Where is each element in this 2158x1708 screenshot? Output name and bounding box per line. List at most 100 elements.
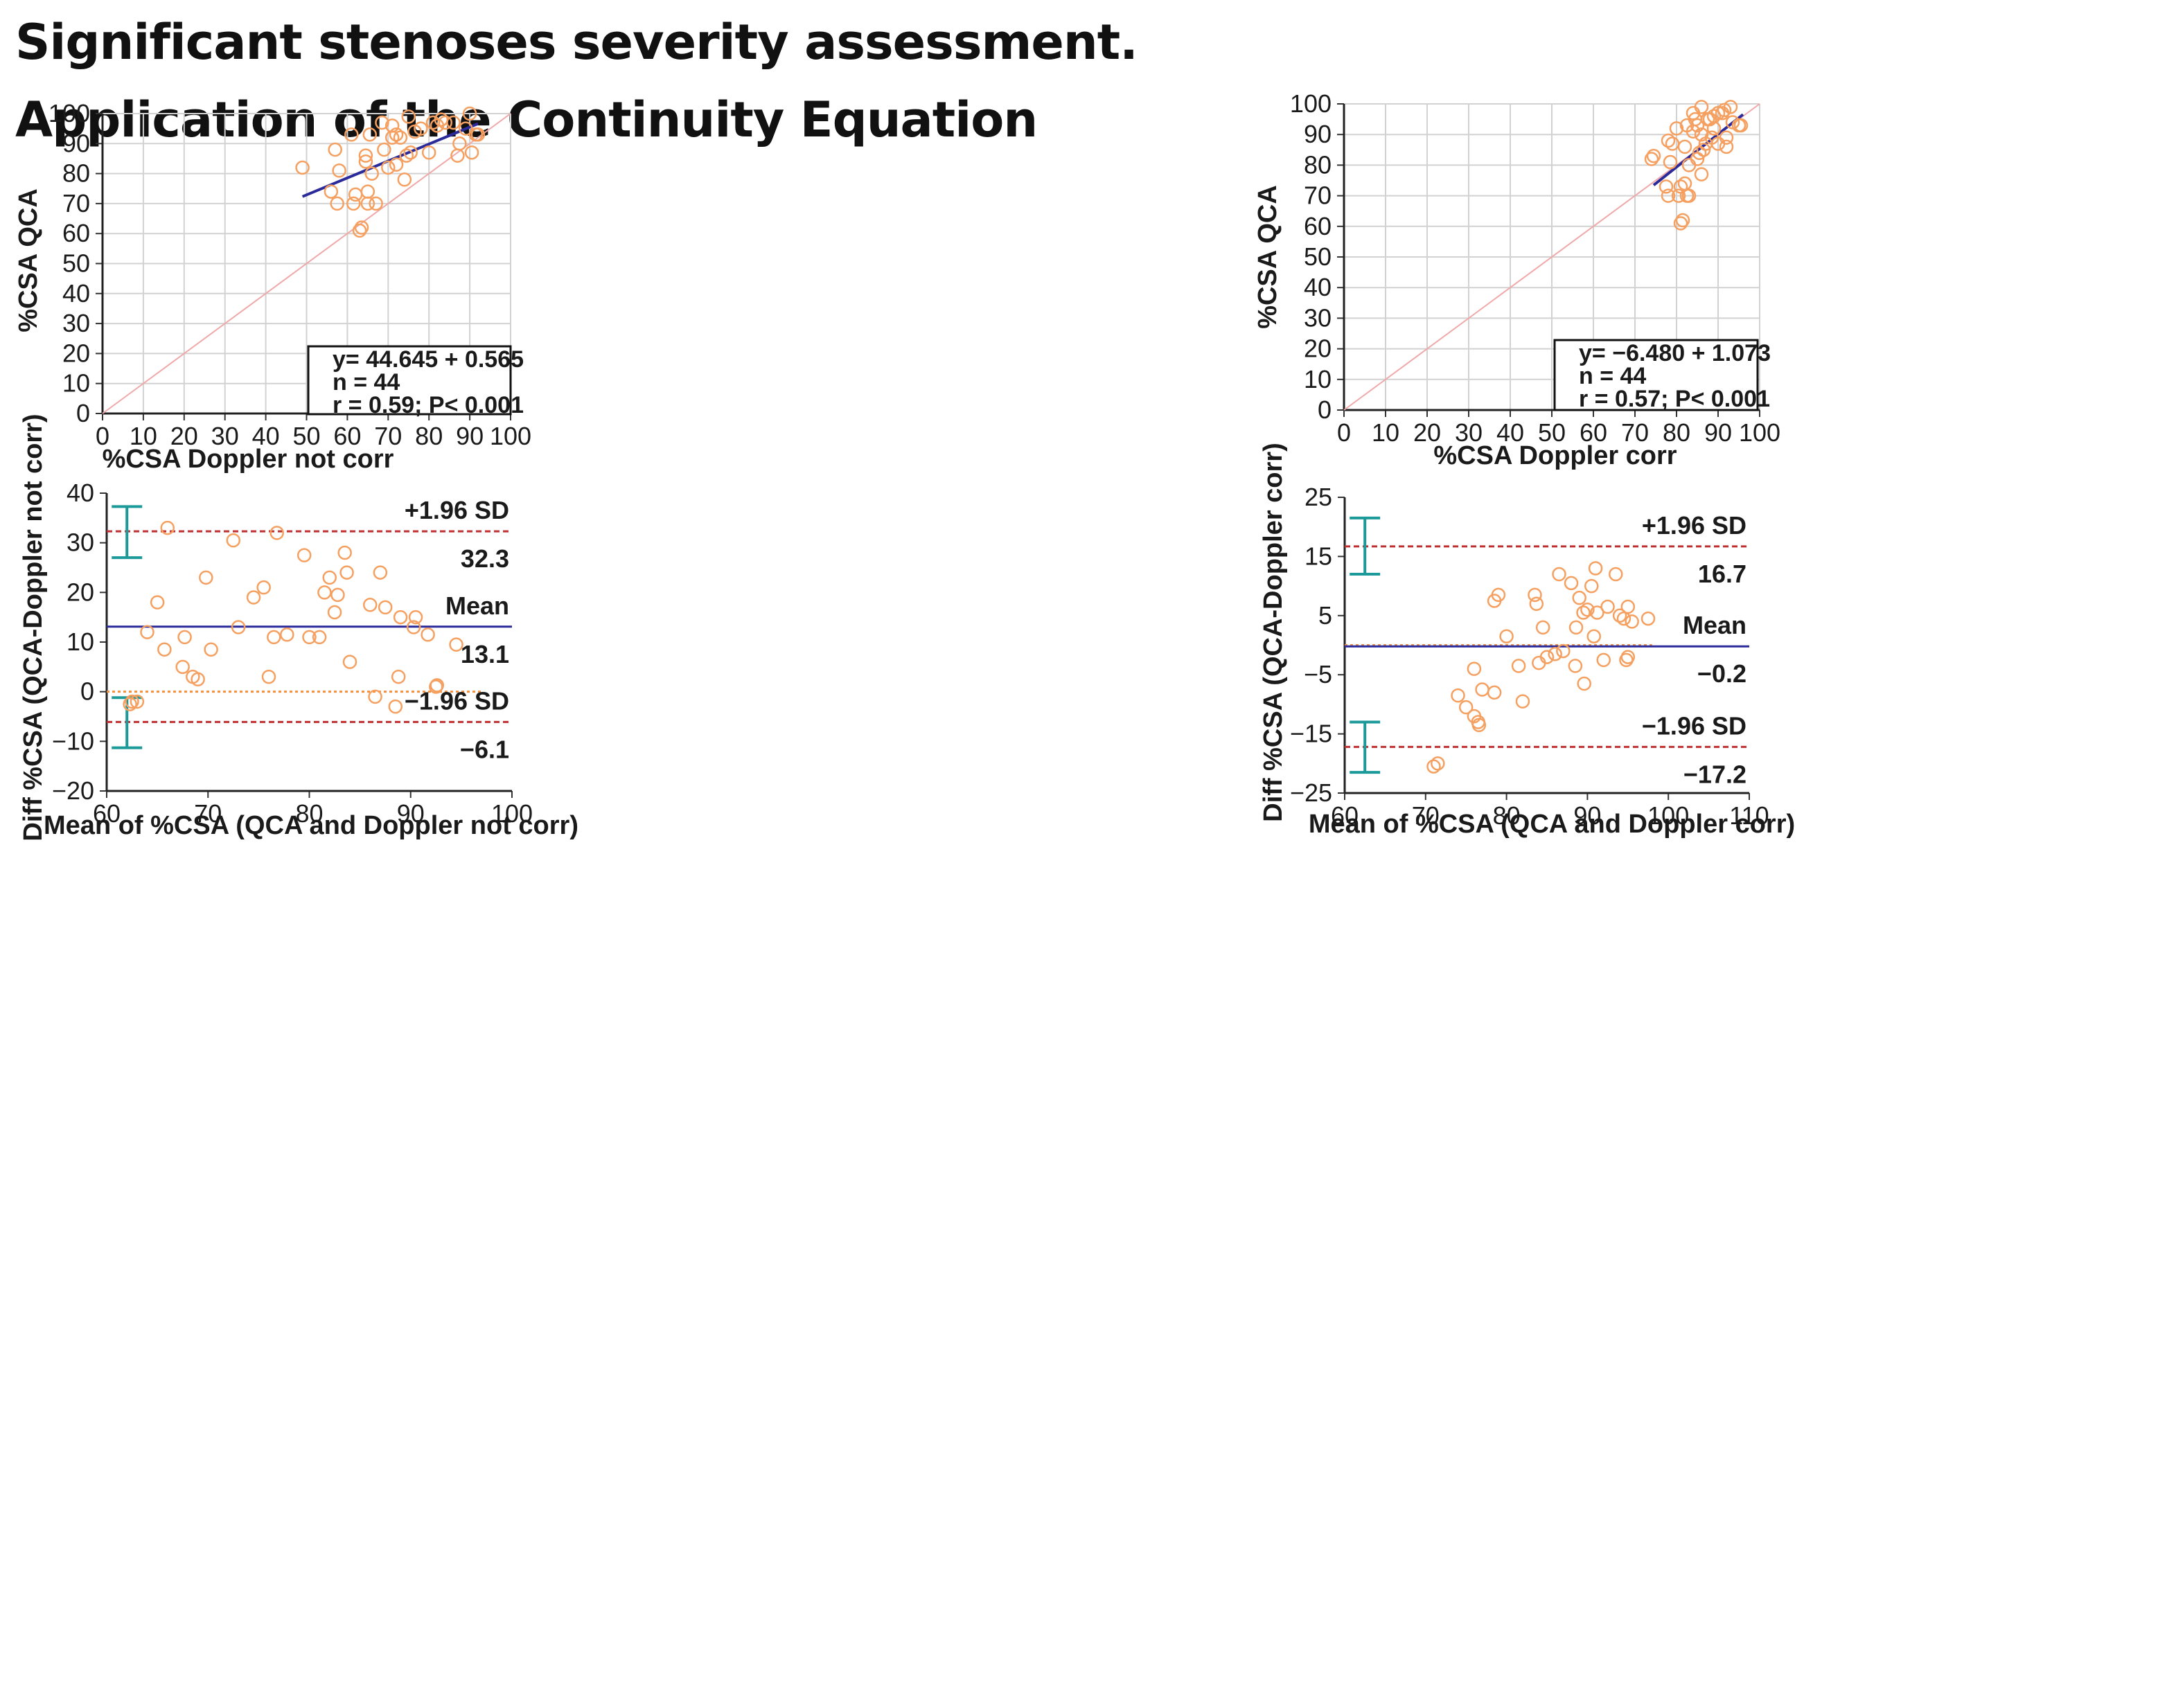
data-point (462, 106, 477, 121)
y-tick-label: 20 (62, 339, 90, 367)
data-point (1586, 629, 1601, 643)
y-tick-label: 100 (1290, 89, 1332, 118)
data-point (1596, 652, 1611, 668)
x-tick-label: 50 (1538, 418, 1566, 447)
data-point (1539, 650, 1555, 664)
x-tick-label: 20 (1413, 418, 1441, 447)
data-point (297, 548, 312, 562)
y-tick-label: 70 (1304, 181, 1332, 210)
x-tick-label: 60 (1580, 418, 1607, 447)
x-tick-label: 40 (252, 422, 280, 450)
scatter-plot-doppler-not-corr: 0 10 20 30 40 50 60 70 80 90 100010203040506070809… (14, 99, 531, 474)
y-axis-label: Diff %CSA (QCA-Doppler corr) (1259, 443, 1288, 821)
x-tick-label: 20 (170, 422, 198, 450)
data-point (312, 630, 327, 645)
regression-line (301, 122, 479, 198)
data-point (140, 625, 154, 639)
data-point (150, 595, 165, 610)
y-tick-label: 20 (67, 578, 94, 606)
y-tick-label: 60 (1304, 212, 1332, 240)
data-point (375, 115, 389, 130)
x-tick-label: 70 (1412, 801, 1440, 830)
data-point (1491, 587, 1506, 603)
data-point (342, 655, 357, 669)
x-axis-label: Mean of %CSA (QCA and Doppler not corr) (44, 811, 578, 840)
data-point (360, 184, 375, 199)
y-axis-label: %CSA QCA (1253, 185, 1282, 329)
lower-limit-label: −1.96 SD (1642, 711, 1746, 740)
x-tick-label: 70 (1621, 418, 1649, 447)
data-point (1590, 605, 1604, 620)
stats-line: r = 0.59; P< 0.001 (333, 392, 524, 418)
data-point (1600, 599, 1615, 614)
data-point (177, 630, 192, 645)
data-point (1686, 124, 1701, 139)
data-point (1458, 700, 1474, 715)
x-tick-label: 80 (295, 799, 323, 828)
data-point (1588, 561, 1603, 576)
y-tick-label: 15 (1304, 542, 1332, 570)
data-point (368, 689, 382, 704)
data-point (378, 600, 393, 615)
y-tick-label: 10 (1304, 365, 1332, 393)
data-point (330, 196, 344, 211)
data-point (1661, 188, 1676, 203)
data-point (352, 223, 367, 238)
y-tick-label: 10 (62, 369, 90, 398)
data-point (175, 659, 190, 675)
x-tick-label: 90 (456, 422, 484, 450)
data-point (373, 565, 388, 580)
y-tick-label: 60 (62, 219, 90, 247)
data-point (261, 669, 276, 684)
bland-altman-plot-corr: 60 70 80 90 100 110 −25 −15 −5 5 15 25 +1.96 SD 16.7 M… (1259, 443, 1795, 839)
data-point (1673, 216, 1688, 231)
data-point (369, 196, 383, 211)
data-point (399, 148, 414, 163)
data-point (1568, 620, 1584, 635)
upper-limit-value: 16.7 (1698, 560, 1746, 588)
data-point (391, 669, 406, 684)
data-point (130, 694, 145, 709)
upper-limit-label: +1.96 SD (1642, 511, 1746, 540)
data-point (328, 142, 342, 157)
data-point (337, 545, 352, 560)
data-point (1552, 567, 1566, 582)
y-tick-label: 80 (62, 159, 90, 188)
data-point (1572, 590, 1586, 605)
stats-line: r = 0.57; P< 0.001 (1579, 386, 1770, 412)
data-point (295, 160, 310, 175)
y-tick-label: −10 (52, 727, 94, 755)
data-point (269, 526, 284, 540)
data-point (267, 630, 281, 645)
data-point (123, 697, 137, 711)
y-tick-label: 0 (80, 677, 94, 706)
data-point (406, 620, 421, 634)
data-point (330, 587, 345, 603)
y-tick-label: 100 (48, 99, 90, 127)
x-tick-label: 10 (130, 422, 157, 450)
data-point (125, 694, 139, 709)
data-point (358, 148, 373, 163)
data-point (204, 642, 218, 657)
y-tick-label: 40 (1304, 273, 1332, 301)
data-point (1576, 605, 1591, 620)
data-point (332, 163, 346, 178)
data-point (1426, 759, 1441, 774)
data-point (1706, 109, 1722, 123)
mean-difference-label: Mean (445, 591, 509, 620)
data-point (231, 620, 246, 634)
x-axis-label: %CSA Doppler corr (1433, 441, 1677, 470)
y-tick-label: 90 (62, 129, 90, 157)
data-point (1612, 608, 1627, 623)
data-point (1625, 614, 1639, 629)
upper-limit-label: +1.96 SD (405, 496, 509, 524)
x-tick-label: 100 (491, 799, 533, 828)
data-point (1584, 578, 1599, 594)
figure-title-line-1: Significant stenoses severity assessment… (15, 14, 1138, 71)
data-point (302, 630, 317, 645)
data-point (362, 127, 378, 142)
y-tick-label: 80 (1304, 150, 1332, 179)
data-point (1694, 167, 1709, 181)
data-point (1487, 685, 1502, 700)
data-point (1548, 647, 1562, 661)
